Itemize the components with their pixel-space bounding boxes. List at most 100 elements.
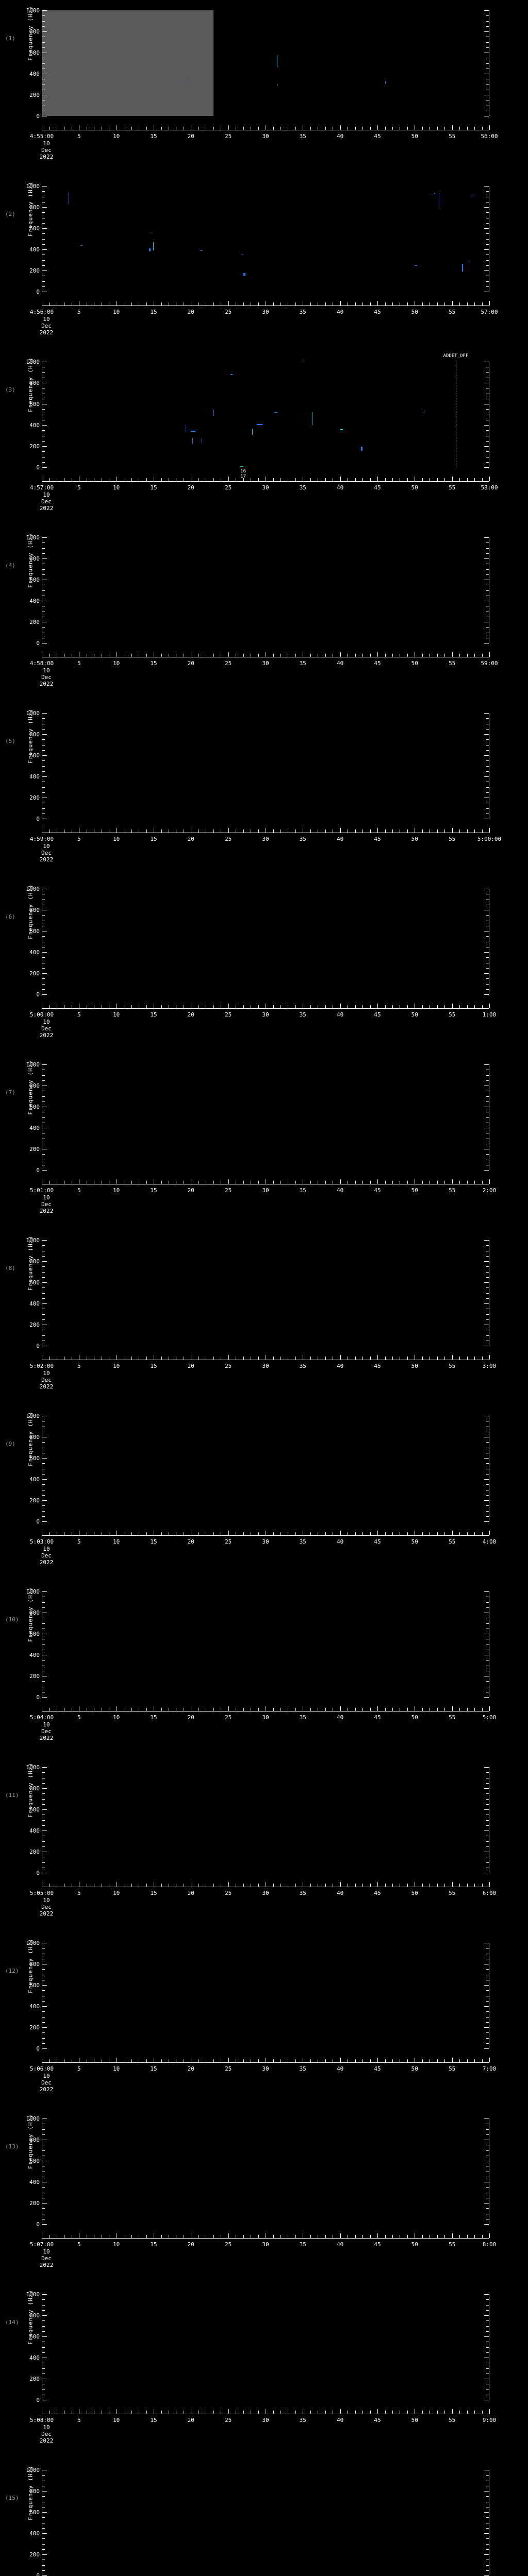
x-axis-tick <box>385 829 386 833</box>
x-axis-tick <box>467 2235 468 2238</box>
y-axis-tick <box>484 10 489 11</box>
x-axis-tick <box>385 127 386 130</box>
y-axis-tick <box>486 1783 489 1784</box>
x-axis-tick <box>273 1357 274 1360</box>
x-axis-tick <box>385 654 386 657</box>
y-axis-tick <box>486 1484 489 1485</box>
y-axis-tick-label: 600 <box>29 752 40 759</box>
x-axis-tick <box>392 2059 393 2062</box>
plot-area <box>42 889 489 994</box>
x-axis-tick-label: 45 <box>374 484 381 491</box>
x-axis-tick <box>385 1532 386 1535</box>
x-axis-tick <box>355 1181 356 1184</box>
x-axis-tick <box>459 2411 460 2414</box>
x-axis-tick <box>213 2411 214 2414</box>
y-axis-title: Frequency (Hz) <box>27 884 34 939</box>
x-axis-tick <box>392 654 393 657</box>
x-axis-tick <box>131 654 132 657</box>
x-axis-tick <box>213 1005 214 1008</box>
y-axis-tick <box>42 1240 47 1241</box>
y-axis-tick-label: 600 <box>29 225 40 232</box>
x-axis-tick-label: 45 <box>374 2241 381 2248</box>
date-stamp-year: 2022 <box>39 2437 54 2444</box>
y-axis-tick-label: 400 <box>29 246 40 253</box>
y-axis-tick <box>486 569 489 570</box>
y-axis-tick-labels: 1000 800 600 400 200 0 <box>15 886 40 998</box>
x-axis-tick <box>273 2059 274 2062</box>
date-stamp-month: Dec <box>41 674 52 681</box>
y-axis-tick <box>484 1064 489 1065</box>
date-stamp-day: 10 <box>43 1370 50 1377</box>
x-axis-spine <box>42 2233 490 2239</box>
x-axis-end-label: 3:00 <box>482 1363 497 1369</box>
y-axis-tick <box>42 553 45 554</box>
date-stamp-month: Dec <box>41 1377 52 1383</box>
x-axis-tick <box>131 1357 132 1360</box>
date-stamp-month: Dec <box>41 1552 52 1559</box>
y-axis-tick <box>486 915 489 916</box>
y-axis-tick-label: 1000 <box>26 1764 40 1771</box>
y-axis-title: Frequency (Hz) <box>27 6 34 61</box>
x-axis-start-label: 4:59:00 <box>29 836 54 842</box>
x-axis-tick <box>340 1355 341 1360</box>
y-axis-tick <box>42 409 45 410</box>
y-axis-tick <box>42 2208 45 2209</box>
x-axis-tick <box>280 1181 281 1184</box>
y-axis-tick <box>42 281 45 282</box>
x-axis-tick <box>407 2059 408 2062</box>
x-axis-tick <box>325 1708 326 1711</box>
x-axis-tick <box>444 1357 446 1360</box>
y-axis-tick <box>42 2496 45 2497</box>
y-axis-tick-labels: 1000 800 600 400 200 0 <box>15 1061 40 1174</box>
x-axis-tick <box>437 2059 438 2062</box>
y-axis-tick <box>484 2512 489 2513</box>
x-axis-tick <box>437 2235 438 2238</box>
x-axis-end-label: 7:00 <box>482 2065 497 2072</box>
date-stamp: 10 Dec 2022 <box>28 1019 65 1039</box>
x-axis-tick <box>273 654 274 657</box>
x-axis-tick <box>355 2411 356 2414</box>
x-axis-tick <box>280 2411 281 2414</box>
x-axis-tick <box>459 829 460 833</box>
date-stamp-year: 2022 <box>39 681 54 687</box>
x-axis-tick <box>258 1005 259 1008</box>
x-axis-tick <box>310 1708 311 1711</box>
x-axis-tick <box>392 1532 393 1535</box>
y-axis-tick <box>42 792 45 793</box>
plot-area <box>42 1416 489 1521</box>
plot-area <box>42 713 489 819</box>
y-axis-tick-label: 400 <box>29 1476 40 1483</box>
y-axis-tick <box>484 186 489 187</box>
y-axis-title: Frequency (Hz) <box>27 1762 34 1818</box>
y-axis-tick <box>486 1772 489 1773</box>
x-axis-tick-labels: 4:59:00 5 10 15 20 25 30 35 40 45 50 55 5:00:00 <box>0 836 528 843</box>
y-axis-tick <box>42 1101 45 1102</box>
x-axis-tick-label: 5 <box>77 1890 81 1896</box>
x-axis-tick-label: 45 <box>374 1890 381 1896</box>
y-axis-tick <box>42 1516 45 1517</box>
x-axis-tick <box>228 1004 229 1008</box>
date-stamp-year: 2022 <box>39 1735 54 1741</box>
y-axis-tick-label: 800 <box>29 1609 40 1616</box>
y-axis-tick <box>486 1096 489 1097</box>
y-axis-tick <box>486 233 489 234</box>
x-axis-tick <box>444 2235 446 2238</box>
x-axis-tick <box>370 127 371 130</box>
x-axis-tick <box>489 652 490 657</box>
x-axis-tick-label: 50 <box>411 836 418 842</box>
y-axis-tick <box>42 627 45 628</box>
x-axis-tick <box>437 1181 438 1184</box>
date-stamp-year: 2022 <box>39 2262 54 2268</box>
panel-number: (8) <box>5 1265 15 1272</box>
x-axis-tick <box>161 1005 162 1008</box>
x-axis-tick-label: 20 <box>187 660 194 667</box>
y-axis-tick <box>486 84 489 85</box>
x-axis-tick <box>362 1532 364 1535</box>
y-axis-tick <box>486 1804 489 1805</box>
x-axis-tick-label: 40 <box>337 1538 344 1545</box>
y-axis-tick <box>42 430 45 431</box>
date-stamp: 10 Dec 2022 <box>28 1721 65 1741</box>
y-axis-tick <box>484 1767 489 1768</box>
x-axis-end-label: 4:00 <box>482 1538 497 1545</box>
detection-track <box>277 84 278 86</box>
